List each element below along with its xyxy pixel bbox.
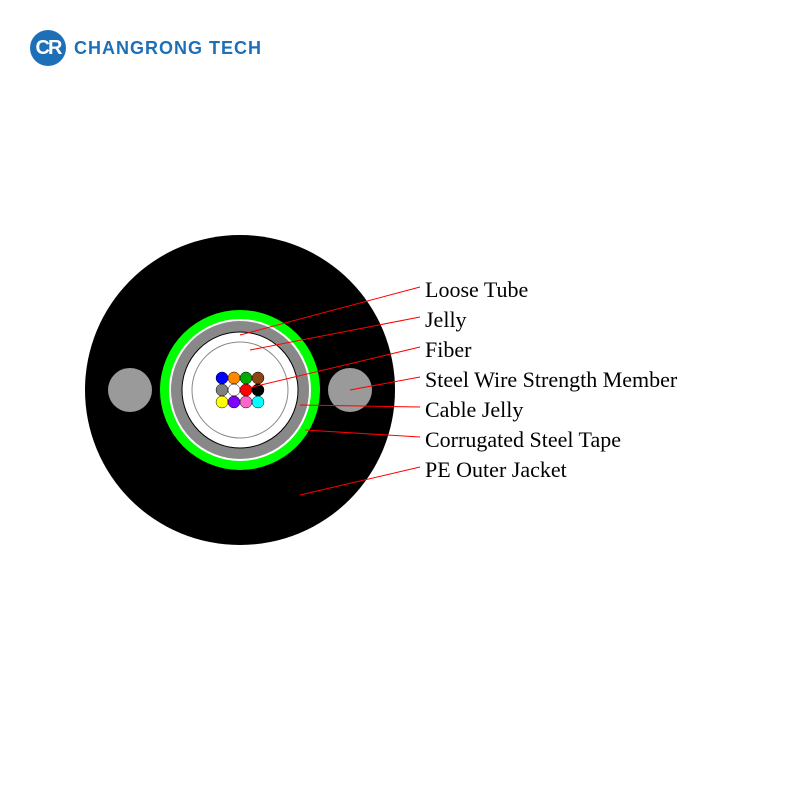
label-jelly: Jelly	[425, 305, 677, 335]
label-steel-wire: Steel Wire Strength Member	[425, 365, 677, 395]
labels-column: Loose Tube Jelly Fiber Steel Wire Streng…	[425, 275, 677, 485]
label-corrugated-steel: Corrugated Steel Tape	[425, 425, 677, 455]
label-pe-jacket: PE Outer Jacket	[425, 455, 677, 485]
label-fiber: Fiber	[425, 335, 677, 365]
cable-cross-section-diagram	[0, 0, 800, 800]
label-cable-jelly: Cable Jelly	[425, 395, 677, 425]
label-loose-tube: Loose Tube	[425, 275, 677, 305]
